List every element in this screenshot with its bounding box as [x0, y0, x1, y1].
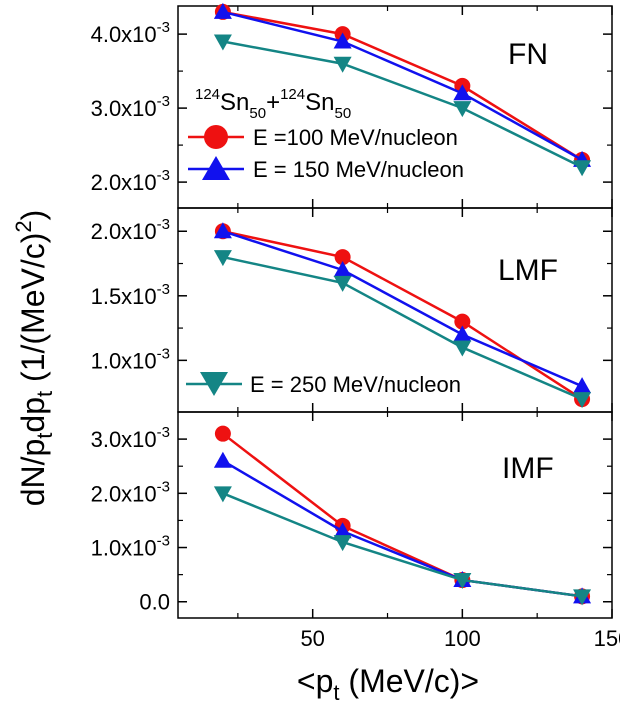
point-fn-150-1 — [333, 32, 352, 49]
point-lmf-250-3 — [573, 392, 592, 409]
y-tick-label-imf-2: 2.0x10-3 — [91, 478, 170, 506]
series-line-fn-250 — [222, 40, 583, 169]
point-lmf-150-2 — [453, 325, 472, 342]
point-fn-250-3 — [573, 160, 592, 177]
series-line-fn-150 — [222, 10, 583, 161]
y-tick-label-lmf-1: 1.5x10-3 — [91, 281, 170, 309]
point-imf-250-3 — [573, 589, 592, 606]
y-tick-label-imf-0: 0.0 — [139, 590, 170, 615]
series-line-imf-250 — [222, 492, 583, 598]
series-line-lmf-150 — [222, 230, 583, 388]
point-lmf-100-1 — [334, 249, 351, 266]
point-lmf-250-2 — [453, 340, 472, 357]
y-tick-label-fn-0: 2.0x10-3 — [91, 167, 170, 195]
point-fn-250-1 — [333, 56, 352, 73]
point-lmf-250-0 — [213, 250, 232, 267]
y-tick-label-imf-3: 3.0x10-3 — [91, 424, 170, 452]
point-imf-250-1 — [333, 535, 352, 552]
point-lmf-150-0 — [213, 222, 232, 239]
point-lmf-250-1 — [333, 275, 352, 292]
point-lmf-150-1 — [333, 260, 352, 277]
panel-frame-imf — [177, 411, 613, 619]
point-imf-100-0 — [214, 425, 231, 442]
x-tick-label-1: 100 — [444, 626, 481, 651]
legend-label-250: E = 250 MeV/nucleon — [250, 372, 461, 397]
panels: 2.0x10-3 3.0x10-3 4.0x10-3 1.0x10-3 1.5x10-3… — [91, 2, 620, 651]
x-axis-title: <pt (MeV/c)> — [297, 663, 479, 705]
legend-label-100: E =100 MeV/nucleon — [253, 125, 458, 150]
point-imf-250-0 — [213, 486, 232, 503]
legend-marker-100 — [204, 125, 228, 149]
point-imf-250-2 — [453, 573, 472, 590]
legend-entry-100: E =100 MeV/nucleon — [188, 125, 458, 150]
y-axis-title: dN/ptdpt (1/(MeV/c)2) — [11, 210, 57, 507]
legend-marker-150 — [202, 156, 230, 180]
point-fn-250-0 — [213, 34, 232, 51]
point-lmf-100-2 — [454, 313, 471, 330]
point-fn-150-2 — [453, 84, 472, 101]
legend-label-150: E = 150 MeV/nucleon — [253, 157, 464, 182]
panel-label-imf: IMF — [502, 452, 554, 485]
legend-marker-250 — [200, 372, 228, 396]
point-fn-150-0 — [213, 2, 232, 19]
x-tick-label-2: 150 — [594, 626, 620, 651]
panel-fn: 2.0x10-3 3.0x10-3 4.0x10-3 — [91, 2, 613, 209]
series-line-fn-100 — [222, 10, 583, 161]
point-imf-150-0 — [213, 451, 232, 468]
y-tick-label-imf-1: 1.0x10-3 — [91, 533, 170, 561]
point-lmf-150-3 — [573, 377, 592, 394]
y-tick-label-lmf-0: 1.0x10-3 — [91, 345, 170, 373]
legend-entry-150: E = 150 MeV/nucleon — [188, 156, 464, 182]
x-tick-label-0: 50 — [300, 626, 324, 651]
panel-label-lmf: LMF — [498, 254, 558, 287]
legend-entry-250: E = 250 MeV/nucleon — [186, 372, 461, 397]
y-tick-label-fn-1: 3.0x10-3 — [91, 93, 170, 121]
y-tick-label-lmf-2: 2.0x10-3 — [91, 216, 170, 244]
series-line-lmf-250 — [222, 255, 583, 401]
panel-label-fn: FN — [508, 38, 548, 71]
point-fn-250-2 — [453, 101, 472, 118]
reaction-annotation: 124Sn50+124Sn50 — [195, 86, 351, 122]
y-tick-label-fn-2: 4.0x10-3 — [91, 19, 170, 47]
panel-imf: 0.0 1.0x10-3 2.0x10-3 3.0x10-3 — [91, 411, 613, 619]
point-imf-150-1 — [333, 522, 352, 539]
